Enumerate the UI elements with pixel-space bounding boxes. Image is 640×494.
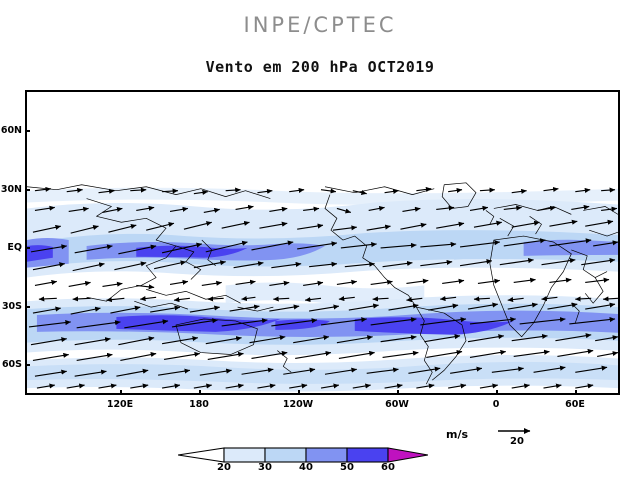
ytick-label-eq: EQ xyxy=(7,242,22,253)
xtick-label-60e: 60E xyxy=(565,399,585,410)
xtick-mark xyxy=(298,390,300,395)
ytick-mark xyxy=(25,306,30,308)
ytick-label-60s: 60S xyxy=(1,359,22,370)
colorbar-tick-60: 60 xyxy=(381,462,395,473)
institution-title: INPE/CPTEC xyxy=(243,13,397,37)
xtick-mark xyxy=(120,390,122,395)
xtick-label-120w: 120W xyxy=(282,399,314,410)
xtick-mark xyxy=(397,390,399,395)
colorbar-tick-50: 50 xyxy=(340,462,354,473)
xtick-mark xyxy=(496,390,498,395)
colorbar-bin-50-60 xyxy=(346,447,389,463)
ytick-label-30n: 30N xyxy=(0,184,22,195)
colorbar-bin-20-30 xyxy=(223,447,266,463)
ytick-mark xyxy=(25,189,30,191)
reference-vector-arrow xyxy=(498,428,531,434)
xtick-label-60w: 60W xyxy=(385,399,409,410)
speed-shading-layer xyxy=(27,187,618,392)
colorbar-bin-30-40 xyxy=(264,447,307,463)
colorbar-tick-30: 30 xyxy=(258,462,272,473)
page-title: Vento em 200 hPa OCT2019 xyxy=(205,58,435,76)
colorbar-units-label: m/s xyxy=(446,428,469,441)
wind-vector-field xyxy=(28,186,618,389)
xtick-mark xyxy=(199,390,201,395)
xtick-label-120e: 120E xyxy=(106,399,134,410)
ytick-mark xyxy=(25,130,30,132)
ytick-mark xyxy=(25,247,30,249)
map-plot-area: m/s xyxy=(25,90,620,395)
xtick-mark xyxy=(575,390,577,395)
ytick-label-30s: 30S xyxy=(1,301,22,312)
colorbar-extend-low xyxy=(178,447,225,463)
colorbar-extend-high xyxy=(387,447,428,463)
xtick-label-180: 180 xyxy=(189,399,209,410)
colorbar-swatches[interactable] xyxy=(178,447,428,463)
ytick-mark xyxy=(25,364,30,366)
wind-field-map xyxy=(27,92,618,393)
reference-vector-label: 20 xyxy=(510,436,524,447)
ytick-label-60n: 60N xyxy=(0,125,22,136)
colorbar[interactable] xyxy=(178,447,428,463)
colorbar-tick-20: 20 xyxy=(217,462,231,473)
colorbar-bin-40-50 xyxy=(305,447,348,463)
xtick-label-0: 0 xyxy=(492,399,500,410)
colorbar-tick-40: 40 xyxy=(299,462,313,473)
